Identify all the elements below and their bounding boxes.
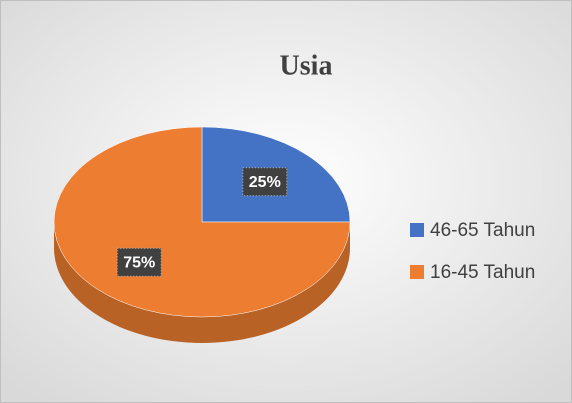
chart-title: Usia xyxy=(280,50,333,81)
pie-side xyxy=(54,222,350,343)
data-label-text: 25% xyxy=(249,174,281,191)
legend-label: 16-45 Tahun xyxy=(430,262,535,283)
data-label: 25% xyxy=(242,167,288,197)
data-label: 75% xyxy=(116,247,162,277)
data-label-box xyxy=(116,247,162,277)
legend-swatch xyxy=(410,223,424,237)
legend-swatch xyxy=(410,265,424,279)
legend-label: 46-65 Tahun xyxy=(430,220,535,241)
data-label-text: 75% xyxy=(123,255,155,272)
data-label-box xyxy=(242,167,288,197)
